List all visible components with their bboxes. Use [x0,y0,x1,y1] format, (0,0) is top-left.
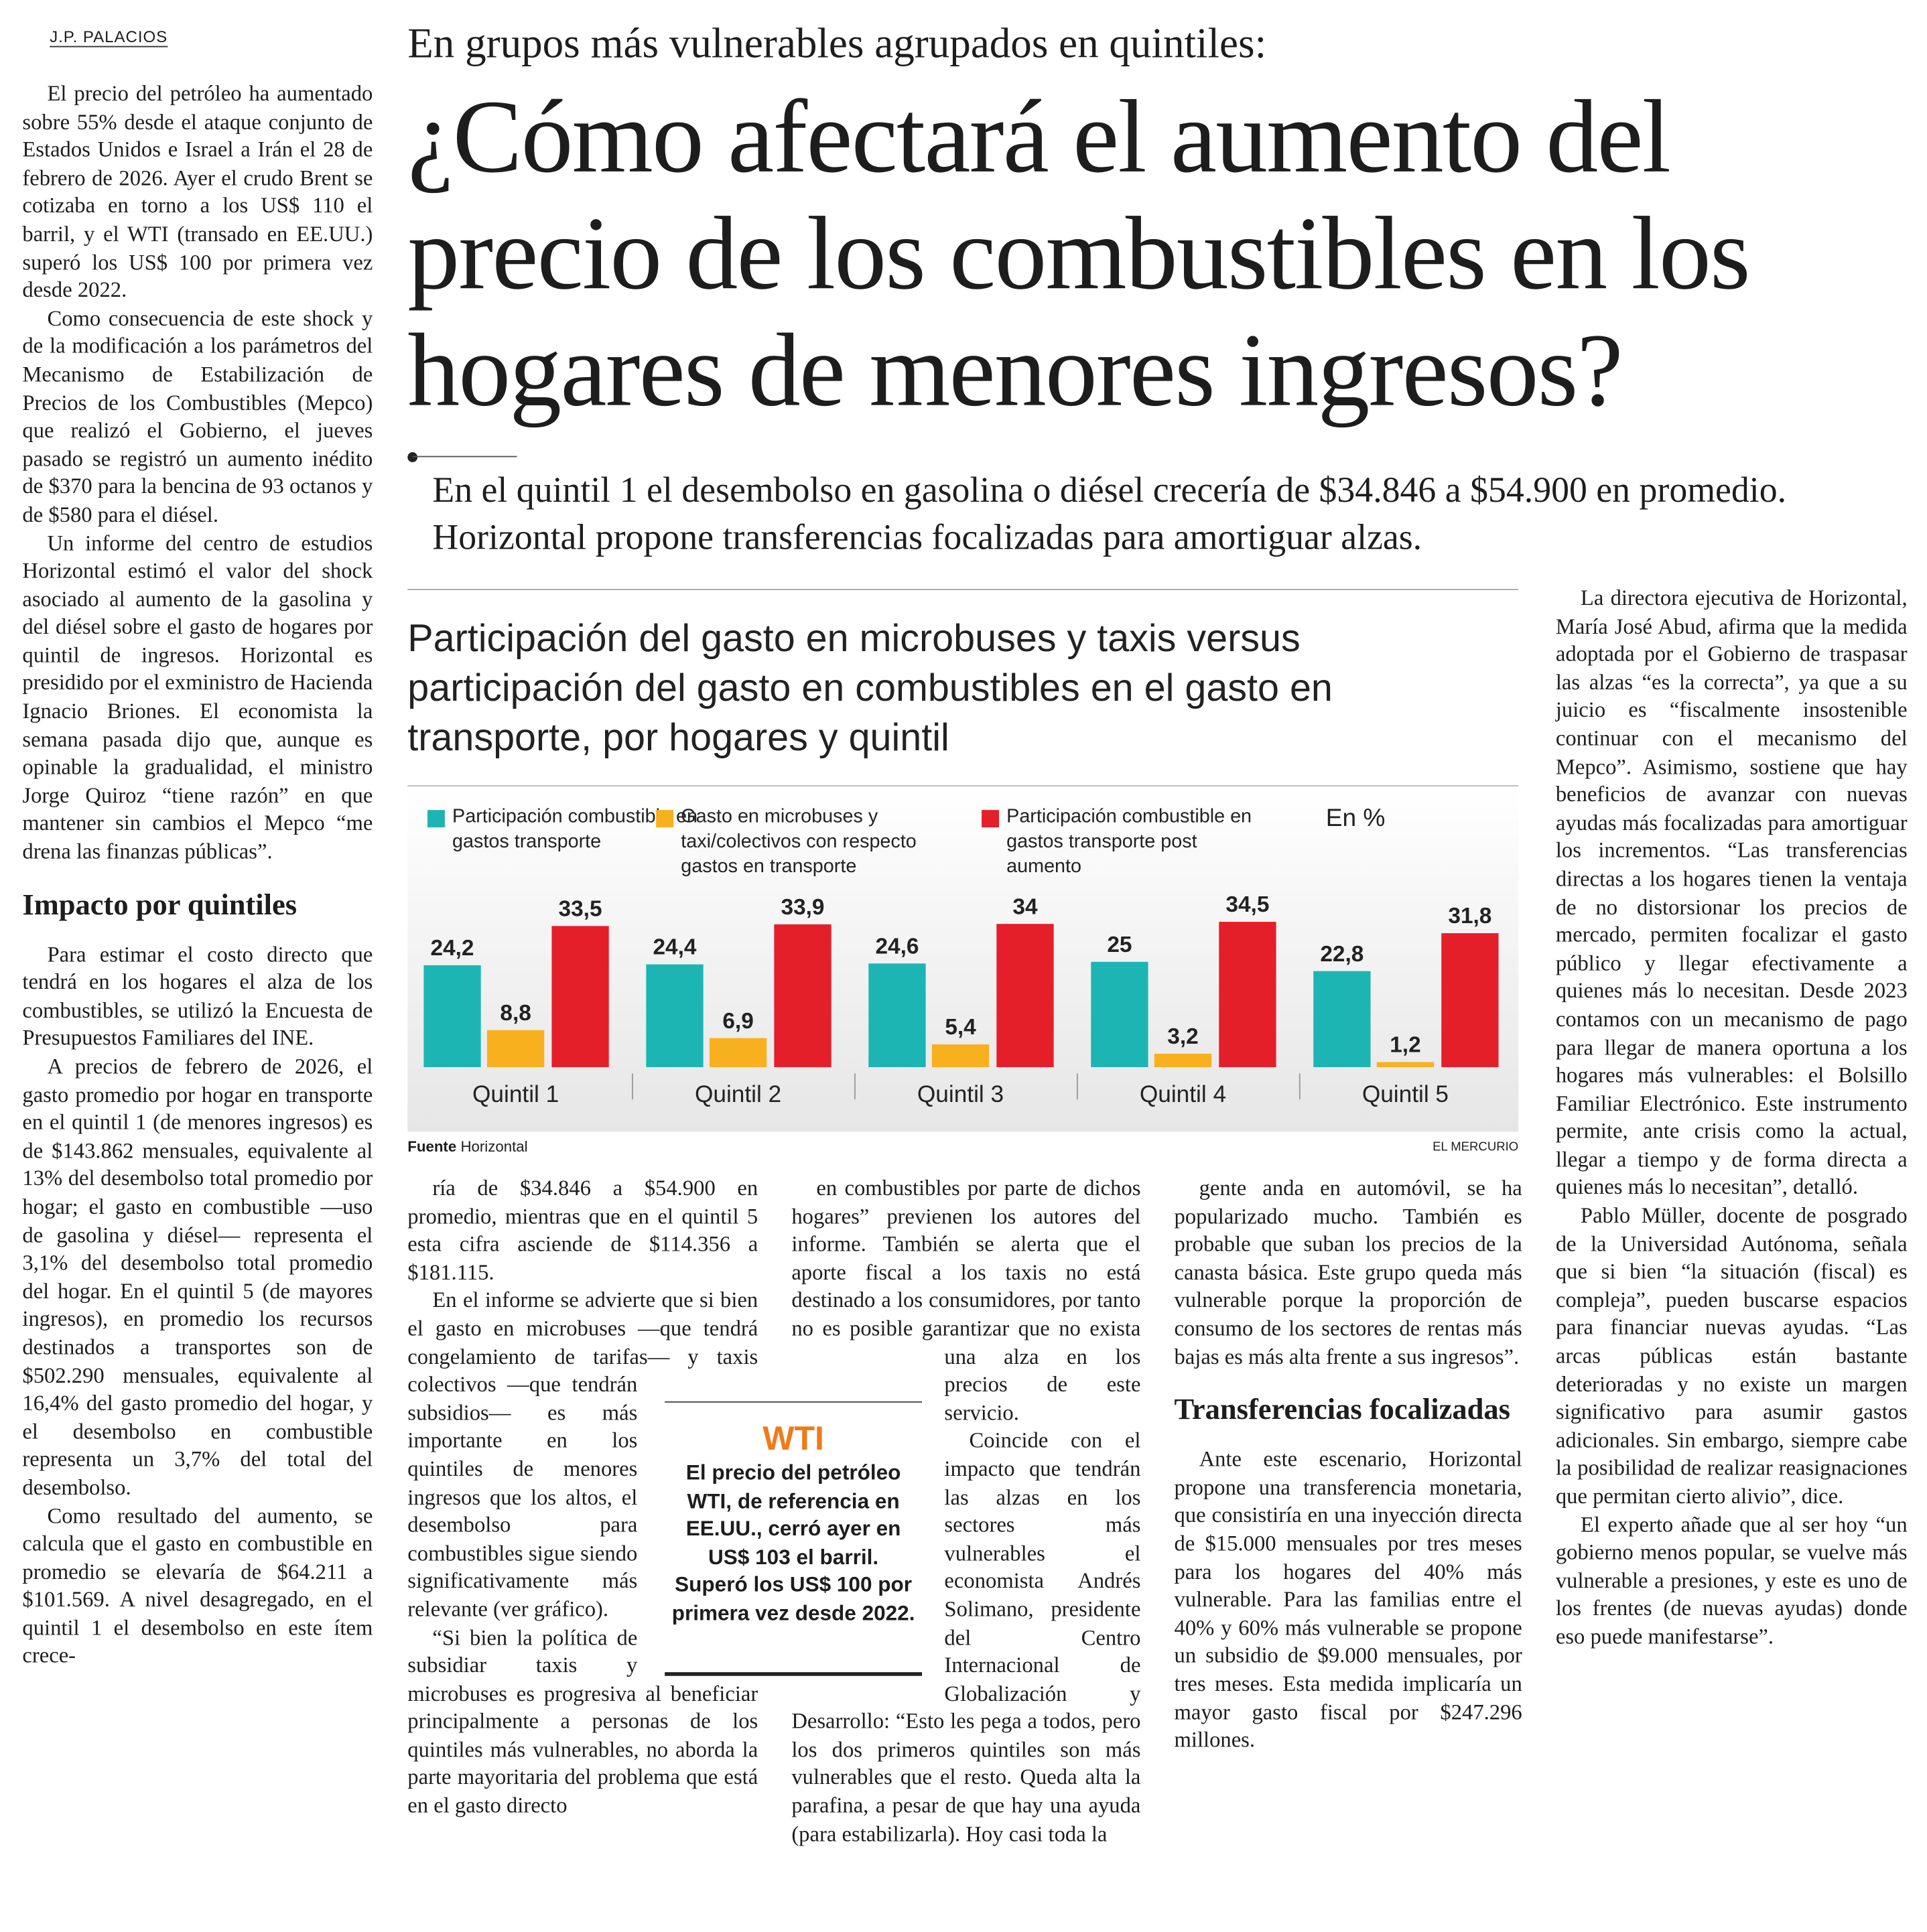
subheading: Impacto por quintiles [22,889,297,922]
bar [1313,971,1371,1068]
paragraph: Como consecuencia de este shock y de la … [22,305,373,527]
value-label: 1,2 [1390,1033,1420,1058]
bar [646,964,704,1068]
bar [1154,1053,1212,1068]
value-label: 6,9 [722,1009,753,1034]
bar [1091,961,1148,1068]
bar [709,1038,767,1068]
chart: En % 24,2 8,8 33,5 Quintil 1 24,4 6,9 33,9 Quin… [407,785,1519,1132]
bar [1219,922,1276,1068]
value-label: 31,8 [1448,904,1491,928]
paragraph: ría de $34.846 a $54.900 en promedio, mi… [407,1175,758,1285]
value-label: 22,8 [1320,942,1364,967]
bar [423,965,481,1068]
bar [1376,1062,1435,1068]
value-label: 33,9 [781,895,825,920]
legend-swatch [656,810,674,828]
column: en combustibles por parte de dichos hoga… [791,1174,1140,1848]
value-label: 24,4 [653,935,697,960]
paragraph: El precio del petróleo ha aumentado sobr… [22,80,373,302]
paragraph: Para estimar el costo directo que tendrá… [22,941,373,1050]
bar [551,926,609,1068]
bar [486,1030,545,1068]
bullet-dot [407,452,418,462]
bar [774,924,832,1068]
fact-box: WTI El precio del petróleo WTI, de refer… [665,1401,923,1676]
bar [868,963,926,1068]
byline: J.P. PALACIOS [50,27,168,48]
value-label: 24,2 [431,936,474,961]
column: El precio del petróleo ha aumentado sobr… [22,80,373,1670]
paragraph: El experto añade que al ser hoy “un gobi… [1555,1511,1908,1649]
subheading: Transferencias focalizadas [1174,1394,1510,1427]
source: Horizontal [460,1137,528,1156]
paragraph: Pablo Müller, docente de posgrado de la … [1555,1202,1908,1509]
unit-note: En % [1325,805,1386,833]
category-label: Quintil 3 [917,1081,1004,1107]
paragraph: “Si bien la política de subsidiar taxis … [407,1624,758,1818]
legend-label: Gasto en microbuses y taxi/colectivos co… [681,806,917,878]
paragraph: A precios de febrero de 2026, el gasto p… [22,1053,373,1500]
chart-title: Participación del gasto en microbuses y … [407,616,1333,760]
credit: EL MERCURIO [1433,1140,1519,1154]
category-label: Quintil 5 [1362,1081,1449,1107]
source-label: Fuente [407,1137,457,1156]
column: La directora ejecutiva de Horizontal, Ma… [1556,584,1908,1651]
value-label: 3,2 [1167,1024,1198,1049]
fact-box-text: El precio del petróleo WTI, de referenci… [671,1460,915,1625]
paragraph: Coincide con el impacto que tendrán las … [791,1428,1141,1846]
legend-swatch [427,810,445,828]
value-label: 25 [1107,933,1132,957]
paragraph: En el informe se advierte que si bien el… [407,1287,758,1621]
category-label: Quintil 2 [695,1081,781,1107]
column: gente anda en automóvil, se ha populariz… [1175,1174,1522,1754]
bar [996,924,1054,1068]
category-label: Quintil 1 [472,1081,559,1107]
value-label: 34,5 [1225,892,1269,917]
rule [412,456,517,458]
paragraph: Un informe del centro de estudios Horizo… [22,529,373,864]
paragraph: La directora ejecutiva de Horizontal, Ma… [1555,585,1908,1200]
deck: En el quintil 1 el desembolso en gasolin… [432,470,1787,558]
paragraph: Ante este escenario, Horizontal propone … [1174,1446,1522,1752]
category-label: Quintil 4 [1140,1081,1226,1107]
legend-swatch [982,810,1000,828]
bar [931,1044,990,1068]
paragraph: gente anda en automóvil, se ha populariz… [1174,1175,1522,1369]
value-label: 8,8 [500,1001,531,1026]
headline: ¿Cómo afectará el aumento del precio de … [407,79,1750,429]
kicker: En grupos más vulnerables agrupados en q… [407,21,1267,68]
fact-box-label: WTI [762,1420,824,1458]
value-label: 5,4 [945,1015,976,1040]
paragraph: en combustibles por parte de dichos hoga… [791,1175,1141,1425]
column: ría de $34.846 a $54.900 en promedio, mi… [407,1174,758,1820]
value-label: 24,6 [875,934,919,959]
value-label: 34 [1012,894,1038,919]
value-label: 33,5 [559,896,602,921]
legend-label: Participación combustible en gastos tran… [1006,806,1252,878]
source-line: Fuente Horizontal [407,1138,527,1156]
paragraph: Como resultado del aumento, se calcula q… [22,1503,373,1668]
bar [1441,933,1499,1068]
bar-plot: 24,2 8,8 33,5 Quintil 1 24,4 6,9 33,9 Quintil 2… [423,892,1499,1107]
divider [407,589,1519,590]
